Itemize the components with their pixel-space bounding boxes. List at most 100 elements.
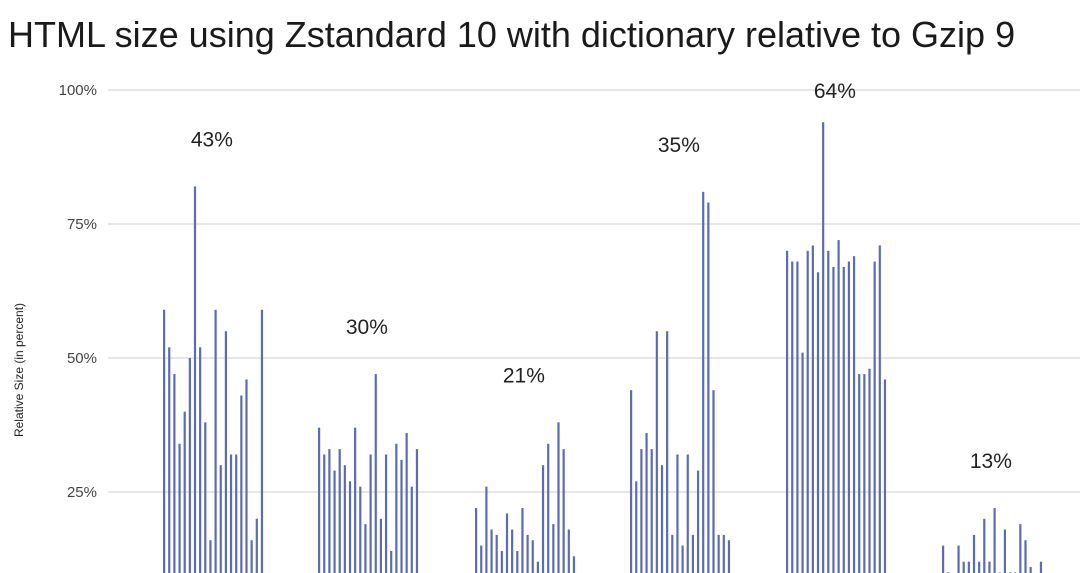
bar — [178, 443, 181, 573]
bar — [193, 186, 197, 573]
bar — [868, 368, 871, 573]
bar — [369, 454, 372, 573]
bar — [988, 561, 991, 573]
bar — [323, 454, 326, 573]
bar — [209, 540, 212, 573]
bar — [235, 454, 238, 573]
bar — [942, 545, 945, 573]
bar — [993, 508, 996, 573]
bar — [847, 261, 850, 573]
bar — [485, 486, 488, 573]
bar — [173, 374, 176, 573]
bar — [635, 481, 638, 573]
bar — [338, 449, 341, 573]
bar — [978, 561, 981, 573]
bar — [696, 470, 700, 573]
y-tick-label: 50% — [67, 350, 97, 367]
bar — [475, 508, 478, 573]
bar — [967, 561, 970, 573]
group-summary-label: 64% — [814, 80, 856, 103]
bar — [541, 465, 545, 573]
bar — [204, 422, 207, 573]
y-tick-label: 75% — [67, 216, 97, 233]
bar — [666, 331, 669, 573]
bar — [219, 465, 222, 573]
bar — [1039, 561, 1043, 573]
chart-title: HTML size using Zstandard 10 with dictio… — [8, 14, 1016, 55]
bar — [676, 454, 679, 573]
bar — [957, 545, 960, 573]
bar — [655, 331, 658, 573]
bar — [552, 524, 555, 573]
bar — [962, 561, 965, 573]
bar — [536, 561, 539, 573]
group-summary-label: 21% — [503, 364, 545, 387]
bar — [199, 347, 202, 573]
bar — [1003, 529, 1006, 573]
bar — [379, 518, 382, 573]
bar — [1019, 524, 1022, 573]
group-summary-label: 13% — [970, 450, 1012, 473]
bar — [531, 540, 534, 573]
bar — [415, 449, 419, 573]
bar — [348, 481, 352, 573]
bar — [250, 540, 253, 573]
group-summary-label: 35% — [658, 134, 700, 157]
bar — [224, 331, 227, 573]
bar — [707, 202, 710, 573]
bar — [671, 534, 674, 573]
bar — [490, 529, 493, 573]
bar — [858, 374, 861, 573]
bar — [410, 486, 413, 573]
bar — [395, 443, 398, 573]
bar — [852, 256, 856, 573]
bar — [883, 379, 887, 573]
gridlines — [108, 89, 1080, 493]
bar — [562, 449, 565, 573]
bar — [245, 379, 248, 573]
bar — [645, 433, 648, 573]
bar — [384, 454, 388, 573]
bar — [681, 545, 684, 573]
group-summary-label: 43% — [191, 129, 233, 152]
bar — [791, 261, 794, 573]
bar — [495, 534, 498, 573]
bar — [318, 427, 321, 573]
bar — [500, 550, 503, 573]
bar — [390, 550, 393, 573]
bar — [712, 390, 715, 573]
bar — [837, 240, 840, 573]
y-tick-label: 25% — [67, 484, 97, 501]
bar — [359, 486, 362, 573]
y-axis-label: Relative Size (in percent) — [12, 303, 26, 437]
group-summary-label: 30% — [346, 316, 388, 339]
bar — [516, 550, 519, 573]
bar — [822, 122, 825, 573]
bar — [983, 518, 986, 573]
bar — [547, 443, 550, 573]
bar — [260, 309, 264, 573]
y-tick-label: 100% — [59, 82, 97, 99]
bar — [630, 390, 633, 573]
bar — [842, 266, 845, 573]
bar — [480, 545, 483, 573]
group-labels: 43% 30% 21% 35% 64% 13% — [191, 80, 1012, 473]
bar — [526, 534, 529, 573]
bar — [405, 433, 408, 573]
bar — [505, 513, 509, 573]
bar — [801, 352, 804, 573]
bars — [163, 122, 1043, 573]
bar — [168, 347, 171, 573]
bar — [873, 261, 876, 573]
bar — [816, 272, 820, 573]
bar — [878, 245, 881, 573]
bar — [163, 309, 166, 573]
bar — [229, 454, 233, 573]
bar — [557, 422, 560, 573]
y-axis-ticks: 25% 50% 75% 100% — [59, 82, 97, 501]
bar — [722, 534, 725, 573]
bar — [343, 465, 346, 573]
bar — [811, 245, 814, 573]
bar — [511, 529, 514, 573]
